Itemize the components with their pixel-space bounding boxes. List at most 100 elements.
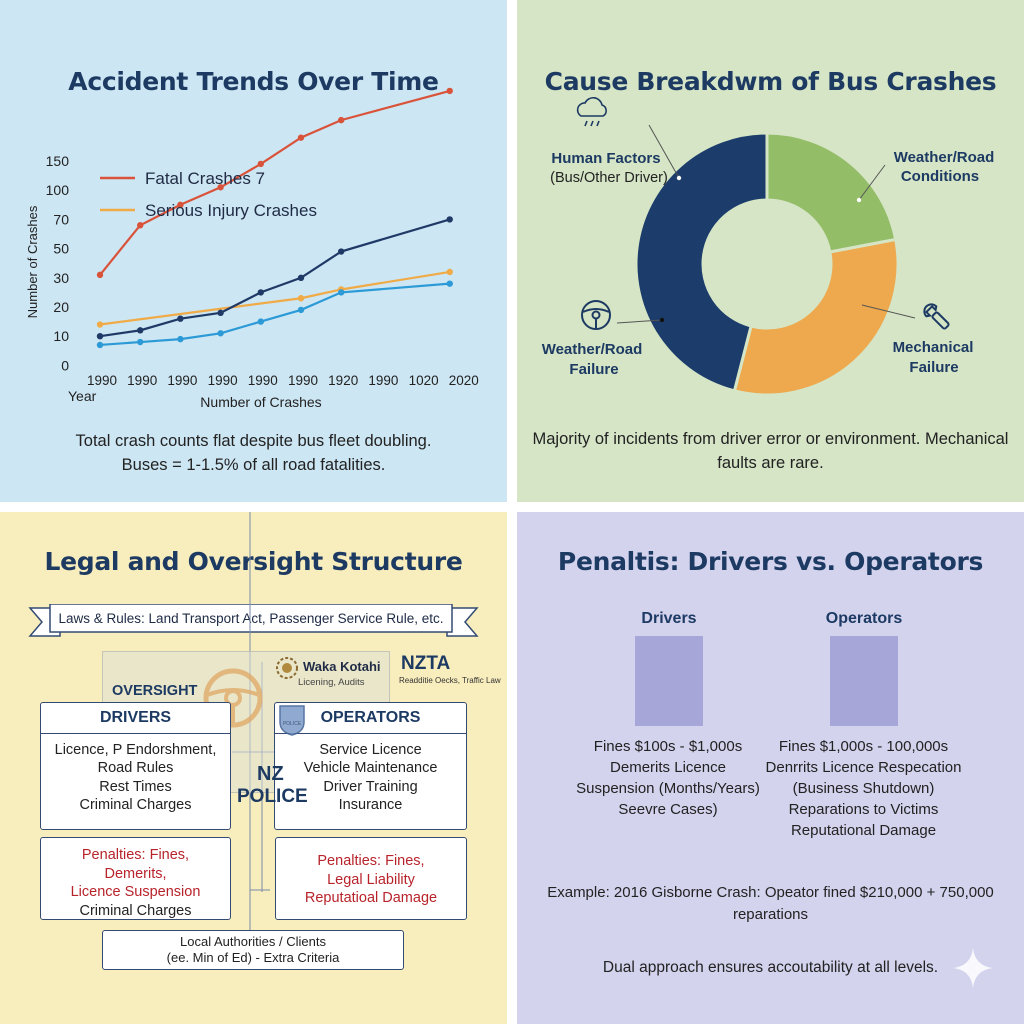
donut-slice — [765, 131, 898, 254]
example-line: + 750,000 reparations — [732, 884, 994, 923]
police-badge-text: POLICE — [283, 721, 302, 727]
label-weather-conditions: Weather/Road — [894, 149, 995, 166]
nzta-sub-line: Traffic Law — [462, 676, 501, 685]
penalties-panel: Penaltis: Drivers vs. Operators Drivers … — [517, 512, 1024, 1024]
data-point — [446, 216, 453, 223]
leader-line — [861, 304, 916, 319]
y-tick-label: 30 — [53, 270, 69, 286]
accident-trends-panel: Accident Trends Over Time 150 100 70 50 30 20… — [0, 0, 507, 502]
drivers-penalty-item: Penalties: Fines, — [81, 847, 190, 863]
data-point — [297, 274, 305, 281]
data-point — [217, 309, 224, 317]
y-tick-label: 0 — [61, 357, 69, 373]
leader-line — [858, 164, 886, 201]
legal-structure-title: Legal and Oversight Structure — [44, 547, 463, 576]
operator-penalty: (Business Shutdown) — [792, 780, 935, 797]
data-point — [137, 327, 144, 334]
legal-structure-panel: Legal and Oversight Structure Laws & Rul… — [0, 512, 507, 1024]
data-point — [257, 318, 264, 325]
drivers-penalty-item: Licence Suspension — [70, 884, 201, 900]
operators-header: OPERATORS — [275, 703, 466, 734]
driver-penalty: (Months/Years) — [658, 780, 760, 797]
laws-banner-text: Laws & Rules: Land Transport Act, Passen… — [59, 611, 444, 626]
nzta-sub-line: Readditie Oecks, — [399, 676, 460, 685]
operators-penalty-list: Fines $1,000s - 100,000s Denrrits Licenc… — [761, 736, 966, 841]
x-tick-label: 1990 — [208, 373, 238, 388]
wrench-icon — [923, 303, 950, 330]
cause-breakdown-title: Cause Breakdwm of Bus Crashes — [544, 67, 997, 96]
operators-penalty-item: Penalties: Fines, — [317, 853, 425, 869]
penalties-bar-chart — [635, 636, 898, 726]
sparkle-icon — [953, 948, 993, 988]
local-authorities-item: Local Authorities / Clients — [180, 934, 326, 949]
label-human-factors: Human Factors — [551, 150, 660, 167]
label-weather-failure: Weather/Road — [542, 341, 643, 358]
drivers-item: Road Rules — [97, 760, 174, 776]
operators-item: Insurance — [338, 797, 403, 813]
leader-dot — [856, 197, 862, 203]
label-human-factors-sub: (Bus/Other Driver) — [550, 170, 668, 186]
data-point — [257, 289, 264, 296]
operators-item: Service Licence — [319, 741, 422, 758]
caption-line: Buses = 1-1.5% of all road fatalities. — [121, 456, 386, 474]
accident-trends-caption: Total crash counts flat despite bus flee… — [0, 429, 507, 477]
x-axis-label: Number of Crashes — [200, 394, 321, 410]
operators-item: Vehicle Maintenance — [303, 760, 438, 776]
driver-penalty: Fines $100s - $1,000s — [593, 738, 743, 755]
x-tick-label: 1920 — [328, 373, 358, 388]
driver-penalty: Licence Suspension — [576, 759, 726, 797]
nzta-sub: Readditie Oecks, Traffic Law — [399, 676, 501, 686]
operator-penalty: Reparations to Victims — [788, 801, 939, 818]
data-point — [217, 184, 224, 191]
data-point — [177, 315, 184, 322]
drivers-column-label: Drivers — [641, 610, 697, 627]
series-line — [99, 270, 450, 326]
x-tick-label: 1990 — [127, 373, 157, 388]
operator-penalty: Licence Respecation — [822, 759, 962, 776]
drivers-item: Licence, P Endorshment, — [54, 741, 217, 758]
nzta-label: NZTA — [401, 653, 451, 674]
police-label: POLICE — [237, 786, 308, 807]
data-point — [297, 306, 305, 314]
example-case: Example: 2016 Gisborne Crash: Opeator fi… — [517, 882, 1024, 926]
data-point — [137, 222, 144, 229]
x-axis-year-label: Year — [68, 388, 97, 404]
drivers-penalty-list: Fines $100s - $1,000s Demerits Licence S… — [573, 736, 763, 820]
leader-line — [648, 124, 680, 179]
operators-item: Driver Training — [323, 778, 418, 795]
operator-penalty: Denrrits — [765, 759, 819, 776]
drivers-item: Rest Times — [99, 778, 172, 795]
cause-breakdown-caption: Majority of incidents from driver error … — [517, 427, 1024, 475]
drivers-box: DRIVERS Licence, P Endorshment, Road Rul… — [40, 702, 231, 830]
caption-line: Majority of incidents from driver error … — [532, 430, 921, 448]
data-point — [96, 271, 104, 279]
data-point — [96, 341, 104, 349]
data-point — [446, 280, 453, 287]
x-tick-label: 1990 — [87, 373, 117, 388]
label-weather-conditions-sub: Conditions — [901, 168, 979, 185]
data-point — [446, 87, 453, 95]
series-line — [99, 89, 451, 276]
data-point — [446, 268, 453, 276]
label-mechanical: Mechanical — [893, 339, 974, 356]
drivers-list: Licence, P Endorshment, Road Rules Rest … — [41, 734, 230, 815]
penalties-footer: Dual approach ensures accoutability at a… — [602, 959, 939, 976]
leader-dot — [676, 175, 682, 181]
waka-kotahi-emblem-icon — [276, 657, 298, 679]
data-point — [96, 333, 104, 340]
y-tick-label: 20 — [53, 299, 69, 315]
y-tick-label: 100 — [46, 182, 70, 198]
data-point — [338, 248, 345, 255]
data-point — [257, 160, 264, 168]
operators-column-label: Operators — [825, 610, 903, 627]
leader-dot — [659, 317, 665, 323]
laws-banner: Laws & Rules: Land Transport Act, Passen… — [28, 604, 479, 637]
steering-wheel-icon — [203, 668, 263, 728]
series-line — [99, 218, 451, 338]
penalties-title: Penaltis: Drivers vs. Operators — [557, 547, 984, 576]
data-point — [217, 330, 224, 337]
penalty-bar — [635, 636, 703, 726]
x-tick-label: 1990 — [288, 373, 318, 388]
operators-penalties-box: Penalties: Fines, Legal Liability Reputa… — [275, 837, 467, 920]
